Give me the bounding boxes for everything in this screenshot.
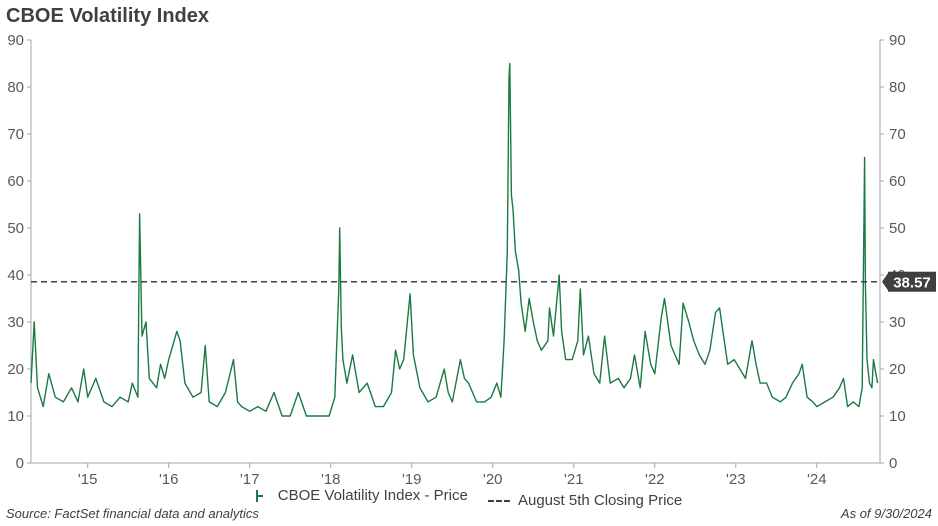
x-tick-label: '20 — [483, 471, 503, 488]
legend-swatch-august — [487, 499, 510, 502]
x-tick-label: '17 — [240, 471, 260, 488]
reference-value-label: 38.57 — [893, 275, 931, 292]
x-tick-label: '22 — [645, 471, 665, 488]
y-tick-label-left: 60 — [7, 173, 24, 190]
y-tick-label-left: 40 — [7, 267, 24, 284]
y-tick-label-left: 80 — [7, 79, 24, 96]
y-tick-label-right: 80 — [889, 79, 906, 96]
x-tick-label: '21 — [564, 471, 584, 488]
y-tick-label-right: 70 — [889, 126, 906, 143]
y-tick-label-right: 30 — [889, 314, 906, 331]
y-tick-label-left: 30 — [7, 314, 24, 331]
reference-value-pointer — [882, 271, 889, 292]
y-tick-label-right: 90 — [889, 32, 906, 49]
y-tick-label-right: 0 — [889, 455, 897, 472]
y-tick-label-left: 20 — [7, 361, 24, 378]
y-tick-label-left: 0 — [16, 455, 24, 472]
x-tick-label: '23 — [726, 471, 746, 488]
y-tick-label-left: 70 — [7, 126, 24, 143]
y-tick-label-right: 20 — [889, 361, 906, 378]
x-tick-label: '15 — [78, 471, 98, 488]
legend-item-vix: CBOE Volatility Index - Price — [255, 487, 468, 504]
legend-swatch-vix — [255, 489, 264, 502]
as-of-date: As of 9/30/2024 — [840, 506, 932, 521]
x-tick-label: '18 — [321, 471, 341, 488]
x-tick-label: '19 — [402, 471, 422, 488]
source-note: Source: FactSet financial data and analy… — [6, 506, 259, 521]
y-tick-label-right: 60 — [889, 173, 906, 190]
y-tick-label-left: 10 — [7, 408, 24, 425]
legend-item-august: August 5th Closing Price — [487, 492, 683, 509]
chart-legend: CBOE Volatility Index - Price August 5th… — [0, 487, 938, 509]
y-tick-label-left: 90 — [7, 32, 24, 49]
x-tick-label: '16 — [159, 471, 179, 488]
reference-value-badge — [888, 271, 936, 292]
vix-price-line — [30, 62, 879, 417]
legend-label-august: August 5th Closing Price — [517, 492, 683, 509]
y-tick-label-right: 50 — [889, 220, 906, 237]
chart-title: CBOE Volatility Index — [6, 5, 209, 27]
legend-label-vix: CBOE Volatility Index - Price — [277, 487, 468, 504]
x-tick-label: '24 — [807, 471, 827, 488]
y-tick-label-left: 50 — [7, 220, 24, 237]
y-tick-label-right: 10 — [889, 408, 906, 425]
